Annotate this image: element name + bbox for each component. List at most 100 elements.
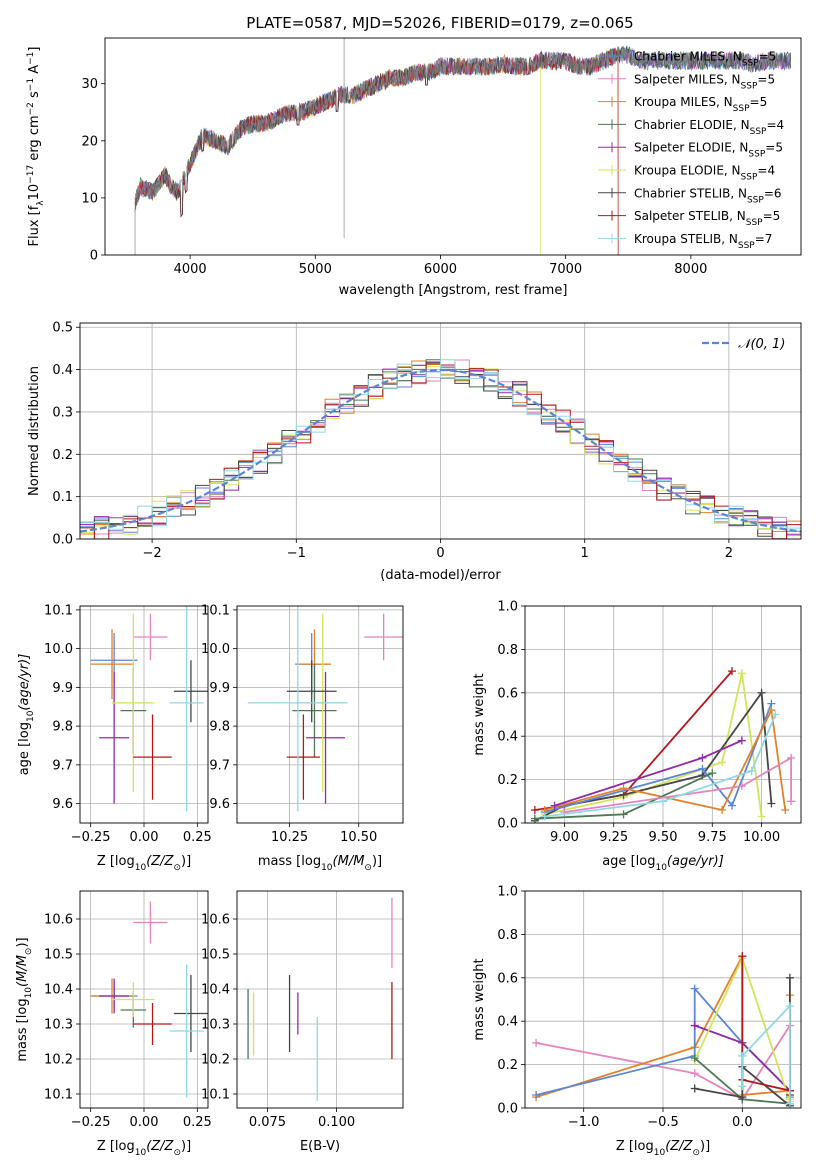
massweight_vs_age-marker-salpeter_miles — [787, 753, 796, 762]
massweight_vs_age-panel: 9.00 9.25 9.50 9.75 10.00 0.0 0.2 0.4 0.6 0.8 1.0 a… — [472, 600, 802, 873]
legend-label-chabrier_stelib: Chabrier STELIB, NSSP=6 — [634, 186, 782, 205]
massweight_vs_age-ytick-label: 0.8 — [497, 643, 518, 658]
massweight_vs_z-marker-kroupa_stelib — [738, 1051, 747, 1060]
spectrum-xtick-label: 7000 — [549, 262, 582, 277]
spectrum-legend: Chabrier MILES, NSSP=5 Salpeter MILES, NS… — [598, 50, 784, 251]
massweight_vs_age-xtick-label: 9.50 — [649, 830, 678, 845]
legend-label-kroupa_elodie: Kroupa ELODIE, NSSP=4 — [634, 164, 775, 183]
massweight_vs_z-marker-chabrier_miles — [532, 1090, 541, 1099]
massweight_vs_z-marker-chabrier_stelib — [690, 1084, 699, 1093]
spectrum-ytick-label: 10 — [81, 191, 98, 206]
age_vs_mass-ytick-label: 10.0 — [201, 642, 230, 657]
age_vs_mass-xtick-label: 10.25 — [271, 830, 308, 845]
massweight_vs_age-marker-kroupa_elodie — [737, 669, 746, 678]
massweight_vs_z-ylabel: mass weight — [472, 958, 487, 1040]
massweight_vs_age-line-chabrier_stelib — [534, 690, 773, 822]
massweight_vs_age-marker-chabrier_stelib — [767, 799, 776, 808]
massweight_vs_age-marker-kroupa_stelib — [659, 797, 667, 806]
spectrum-data-line — [134, 47, 792, 211]
massweight_vs_z-marker-chabrier_stelib — [785, 973, 794, 982]
age_vs_z-xtick-label: −0.25 — [71, 830, 111, 845]
massweight_vs_age-marker-chabrier_miles — [698, 764, 707, 773]
massweight_vs_age-marker-kroupa_stelib — [771, 710, 780, 719]
residuals-xlabel: (data-model)/error — [380, 568, 501, 583]
figure-title: PLATE=0587, MJD=52026, FIBERID=0179, z=0… — [246, 14, 633, 32]
massweight_vs_z-line-salpeter_miles — [535, 1025, 791, 1101]
mass_vs_ebv-xtick-label: 0.075 — [249, 1115, 286, 1130]
massweight_vs_z-xlabel: Z [log10(Z/Z⊙)] — [616, 1139, 710, 1158]
age_vs_z-ytick-label: 9.9 — [52, 681, 73, 696]
residuals-ytick-label: 0.2 — [52, 448, 73, 463]
residuals-xtick-label: 1 — [581, 546, 589, 561]
mass_vs_ebv-points — [247, 898, 393, 1101]
age_vs_z-frame — [79, 605, 209, 824]
spectrum-xtick-label: 8000 — [674, 262, 707, 277]
age_vs_mass-panel: 10.25 10.50 9.6 9.7 9.8 9.9 10.0 10.1 mass [log1… — [201, 603, 404, 873]
legend-label-kroupa_stelib: Kroupa STELIB, NSSP=7 — [634, 232, 772, 251]
legend-label-kroupa_miles: Kroupa MILES, NSSP=5 — [634, 95, 767, 114]
age_vs_mass-ytick-label: 9.9 — [209, 681, 230, 696]
legend-label-chabrier_miles: Chabrier MILES, NSSP=5 — [634, 50, 776, 69]
mass_vs_z-points — [90, 901, 208, 1098]
massweight_vs_age-marker-kroupa_miles — [781, 805, 790, 814]
spectrum-ylabel-group: Flux [fλ10−17 erg cm−2 s−1 A−1] — [26, 47, 46, 247]
mass_vs_z-xtick-label: 0.00 — [130, 1115, 159, 1130]
spectrum-ytick-label: 20 — [81, 134, 98, 149]
massweight_vs_z-marker-kroupa_stelib — [785, 1099, 794, 1108]
residuals-ytick-label: 0.4 — [52, 363, 73, 378]
mass_vs_z-ytick-label: 10.2 — [44, 1053, 73, 1068]
massweight_vs_z-ytick-label: 0.0 — [497, 1102, 518, 1117]
massweight_vs_z-ytick-label: 1.0 — [497, 885, 518, 900]
mass_vs_ebv-xtick-label: 0.100 — [318, 1115, 355, 1130]
residuals-frame — [79, 322, 802, 540]
massweight_vs_age-xtick-label: 9.00 — [550, 830, 579, 845]
massweight_vs_age-marker-chabrier_elodie — [708, 769, 717, 778]
spectrum-xlabel: wavelength [Angstrom, rest frame] — [339, 283, 568, 298]
residuals-ytick-label: 0.0 — [52, 533, 73, 548]
age_vs_mass-xtick-label: 10.50 — [340, 830, 377, 845]
age_vs_z-xtick-label: 0.00 — [130, 830, 159, 845]
mass_vs_z-xtick-label: 0.25 — [183, 1115, 212, 1130]
massweight_vs_age-ytick-label: 0.2 — [497, 773, 518, 788]
massweight_vs_z-ytick-label: 0.8 — [497, 928, 518, 943]
massweight_vs_age-marker-chabrier_elodie — [530, 814, 539, 823]
massweight_vs_age-line-kroupa_stelib — [544, 714, 777, 818]
residuals-xtick-label: 2 — [725, 546, 733, 561]
age_vs_z-ylabel-group: age [log10(age/yr)] — [17, 654, 36, 776]
mass_vs_z-ytick-label: 10.6 — [44, 913, 73, 928]
massweight_vs_z-frame — [524, 890, 802, 1109]
spectrum-xtick-label: 4000 — [174, 262, 207, 277]
massweight_vs_z-marker-salpeter_miles — [690, 1069, 699, 1078]
residuals-legend-label: 𝒩(0, 1) — [738, 337, 785, 352]
massweight_vs_age-marker-chabrier_elodie — [619, 810, 628, 819]
massweight_vs_z-ytick-label: 0.6 — [497, 971, 518, 986]
residuals-xtick-label: −2 — [143, 546, 162, 561]
mass_vs_z-ytick-label: 10.3 — [44, 1018, 73, 1033]
mass_vs_z-panel: −0.25 0.00 0.25 10.1 10.2 10.3 10.4 10.5 10.6 Z [… — [15, 890, 212, 1158]
massweight_vs_age-xlabel: age [log10(age/yr)] — [602, 854, 724, 873]
massweight_vs_age-marker-chabrier_miles — [728, 801, 736, 810]
massweight_vs_z-xtick-label: 0.0 — [732, 1115, 753, 1130]
massweight_vs_z-line-kroupa_stelib — [741, 1003, 791, 1104]
residuals-steps — [80, 359, 801, 539]
mass_vs_ebv-ytick-label: 10.3 — [201, 1018, 230, 1033]
mass_vs_ebv-ytick-label: 10.1 — [201, 1088, 230, 1103]
massweight_vs_age-ytick-label: 0.6 — [497, 686, 518, 701]
spectrum-frame — [104, 37, 802, 256]
massweight_vs_z-marker-salpeter_stelib — [738, 952, 747, 961]
massweight_vs_age-marker-salpeter_miles — [787, 797, 796, 806]
spectrum-ylabel: Flux [fλ10−17 erg cm−2 s−1 A−1] — [26, 47, 46, 247]
age_vs_mass-ytick-label: 9.6 — [209, 797, 230, 812]
massweight_vs_age-marker-salpeter_stelib — [728, 667, 736, 676]
mass_vs_z-ylabel: mass [log10(M/M⊙)] — [15, 937, 34, 1061]
mass_vs_z-ytick-label: 10.5 — [44, 948, 73, 963]
mass_vs_ebv-xlabel: E(B-V) — [300, 1139, 340, 1154]
legend-label-salpeter_miles: Salpeter MILES, NSSP=5 — [634, 72, 775, 91]
mass_vs_ebv-ytick-label: 10.2 — [201, 1053, 230, 1068]
massweight_vs_age-ytick-label: 0.0 — [497, 817, 518, 832]
massweight_vs_age-marker-kroupa_stelib — [747, 766, 756, 775]
residuals-ytick-label: 0.5 — [52, 321, 73, 336]
massweight_vs_age-marker-salpeter_elodie — [550, 801, 559, 810]
mass_vs_ebv-ytick-label: 10.5 — [201, 948, 230, 963]
